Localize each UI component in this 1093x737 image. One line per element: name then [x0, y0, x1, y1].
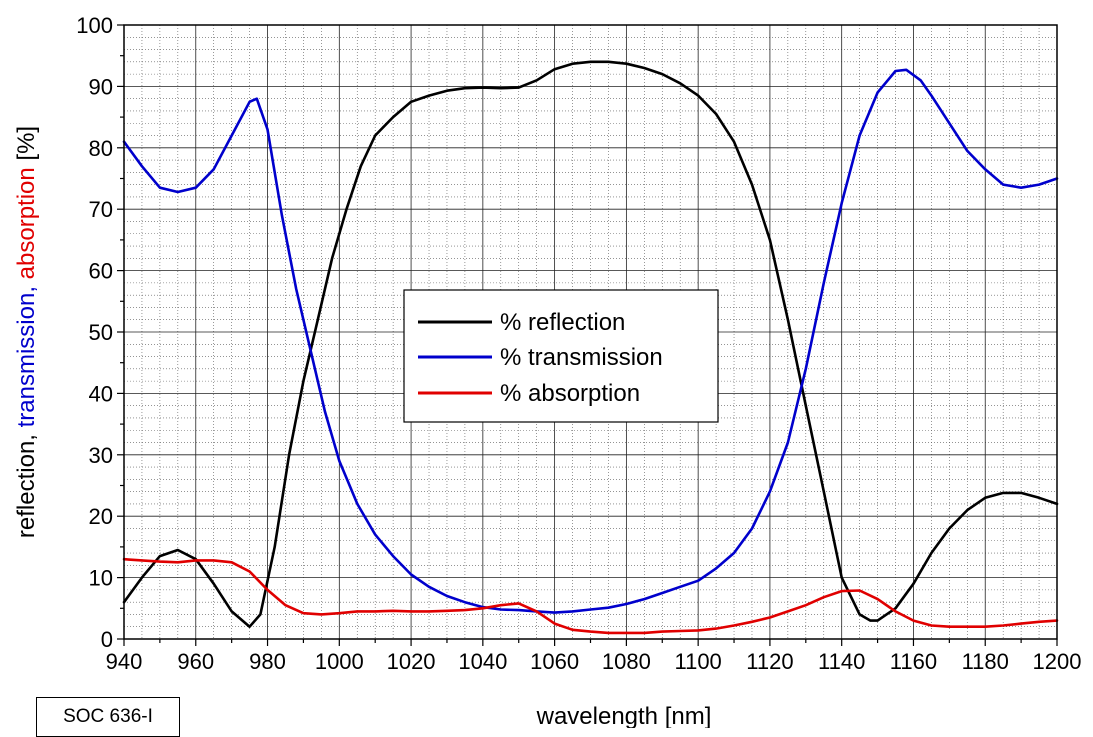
- absorption-line: [122, 557, 1059, 635]
- x-tick-labels: 940 960 980 1000 1020 1040 1060 1080 1100 1120 114…: [106, 649, 1082, 674]
- y-tick-labels: 0 10 20 30 40 50 60 70 80 90 100: [76, 13, 113, 652]
- y-tick-label: 60: [89, 259, 113, 284]
- x-tick-label: 1060: [530, 649, 579, 674]
- x-tick-label: 1140: [818, 649, 865, 674]
- y-tick-label: 0: [101, 627, 113, 652]
- transmission-line: [122, 68, 1059, 614]
- y-axis-title-part: [%]: [13, 126, 40, 167]
- axis-ticks: [117, 24, 1058, 646]
- legend-label-reflection: % reflection: [500, 309, 625, 336]
- y-tick-label: 80: [89, 136, 113, 161]
- legend-label-transmission: % transmission: [500, 344, 663, 371]
- x-axis-title: wavelength [nm]: [536, 703, 712, 728]
- y-tick-label: 90: [89, 74, 113, 99]
- x-tick-label: 980: [249, 649, 286, 674]
- x-tick-label: 1180: [962, 649, 1009, 674]
- x-tick-label: 1200: [1033, 649, 1082, 674]
- x-tick-label: 1100: [674, 649, 721, 674]
- product-code-label: SOC 636-I: [63, 706, 153, 727]
- x-tick-label: 1160: [890, 649, 937, 674]
- x-tick-label: 1080: [602, 649, 651, 674]
- x-tick-label: 1020: [387, 649, 436, 674]
- x-tick-label: 1000: [315, 649, 364, 674]
- y-axis-title-part: absorption: [13, 167, 40, 279]
- x-tick-label: 960: [177, 649, 214, 674]
- x-tick-label: 1040: [458, 649, 507, 674]
- legend-label-absorption: % absorption: [500, 380, 640, 407]
- y-axis-title-part: reflection,: [13, 427, 40, 538]
- y-axis-title-part: transmission,: [13, 279, 40, 427]
- y-tick-label: 50: [89, 320, 113, 345]
- series-lines: [122, 60, 1059, 635]
- product-code-box: SOC 636-I: [36, 697, 180, 737]
- y-tick-label: 70: [89, 197, 113, 222]
- x-tick-label: 1120: [746, 649, 793, 674]
- y-tick-label: 40: [89, 381, 113, 406]
- y-tick-label: 100: [76, 13, 113, 38]
- y-tick-label: 30: [89, 443, 113, 468]
- y-tick-label: 20: [89, 504, 113, 529]
- legend: % reflection % transmission % absorption: [403, 289, 719, 423]
- y-tick-label: 10: [89, 566, 113, 591]
- y-axis-title: reflection, transmission, absorption [%]: [13, 126, 40, 538]
- x-tick-label: 940: [106, 649, 143, 674]
